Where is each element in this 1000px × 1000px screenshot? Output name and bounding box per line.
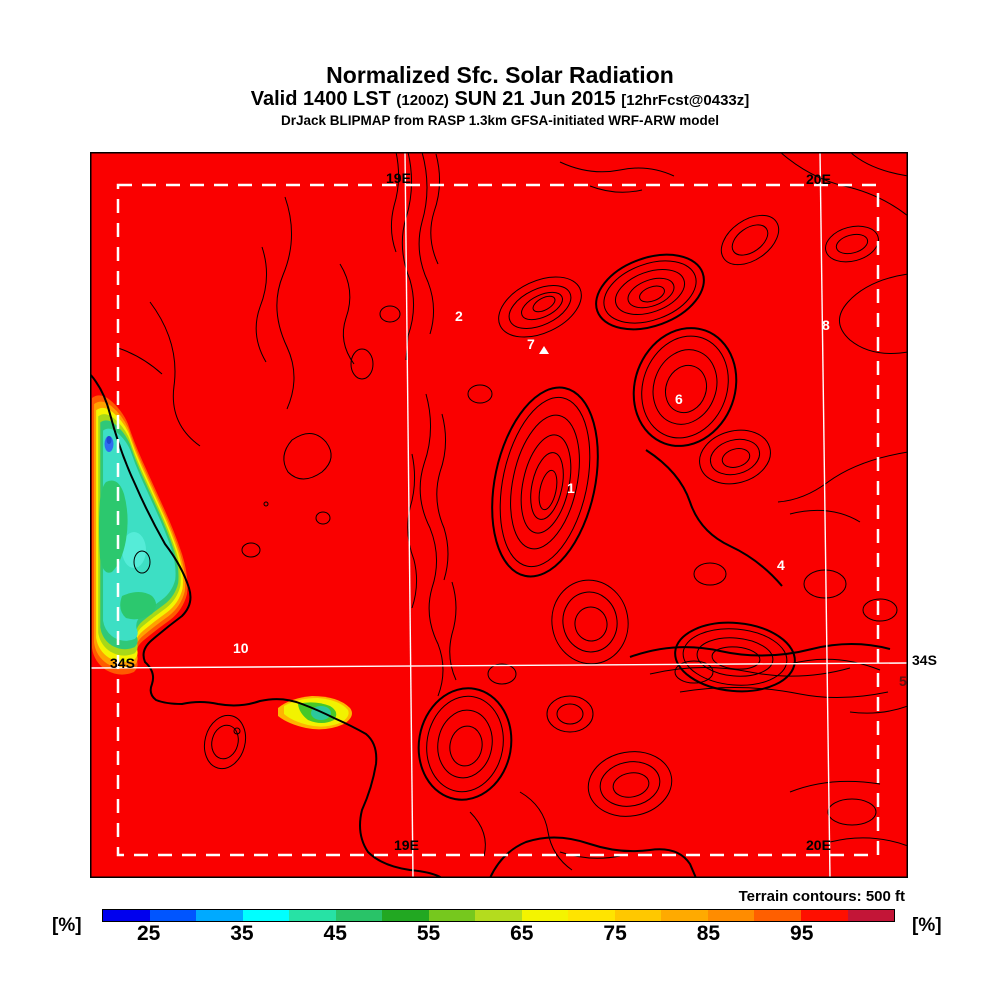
terrain-contours <box>117 152 908 871</box>
forecast-offset-label: [12hrFcst@0433z] <box>621 92 750 110</box>
valid-date-label: SUN 21 Jun 2015 <box>454 88 616 111</box>
colorbar-gradient <box>102 909 895 922</box>
latitude-gridline-34s <box>90 662 908 669</box>
colorbar-segment <box>149 910 197 921</box>
colorbar-unit-left: [%] <box>52 915 82 936</box>
colorbar-segment <box>289 910 336 921</box>
site-triangle-icon <box>539 346 549 354</box>
colorbar-segment <box>707 910 755 921</box>
colorbar-segment <box>335 910 383 921</box>
radiation-field-svg <box>90 152 908 878</box>
site-marker-6: 6 <box>675 391 683 407</box>
terrain-contours-major <box>417 253 891 801</box>
colorbar-tick-label: 45 <box>323 922 347 945</box>
colorbar: [%] 25 35 45 55 65 75 85 95 [%] <box>0 906 1000 958</box>
terrain-footnote: Terrain contours: 500 ft <box>738 888 905 905</box>
colorbar-tick-label: 65 <box>510 922 534 945</box>
grid-label-20e-bottom: 20E <box>806 837 831 853</box>
colorbar-segment <box>800 910 848 921</box>
map-canvas: 19E 20E 19E 20E 34S 2 7 8 6 1 4 10 5 <box>90 152 908 878</box>
site-marker-10: 10 <box>233 640 249 656</box>
colorbar-segment <box>103 910 150 921</box>
site-marker-7: 7 <box>527 336 535 352</box>
colorbar-tick-label: 25 <box>136 922 161 945</box>
colorbar-segment <box>475 910 522 921</box>
colorbar-segment <box>661 910 708 921</box>
colorbar-segment <box>242 910 290 921</box>
gridlines <box>90 152 908 878</box>
valid-time-label: Valid 1400 LST <box>250 88 391 111</box>
model-line: DrJack BLIPMAP from RASP 1.3km GFSA-init… <box>280 113 720 129</box>
colorbar-segment <box>754 910 801 921</box>
colorbar-segment <box>614 910 662 921</box>
domain-boundary-dashed <box>116 183 880 857</box>
colorbar-ticks: 25 35 45 55 65 75 85 95 <box>102 922 895 950</box>
site-marker-1: 1 <box>567 480 575 496</box>
map-border <box>90 152 908 878</box>
valid-line: Valid 1400 LST (1200Z) SUN 21 Jun 2015 [… <box>0 89 1000 110</box>
colorbar-segment <box>568 910 615 921</box>
valid-zulu-label: (1200Z) <box>396 92 449 110</box>
coastline <box>90 373 697 878</box>
grid-label-20e-top: 20E <box>806 171 831 187</box>
site-marker-8: 8 <box>822 317 830 333</box>
site-marker-2: 2 <box>455 308 463 324</box>
colorbar-segment <box>428 910 476 921</box>
colorbar-segment <box>382 910 429 921</box>
colorbar-tick-label: 35 <box>230 922 254 945</box>
colorbar-scale: 25 35 45 55 65 75 85 95 <box>102 909 895 950</box>
grid-label-34s-west: 34S <box>110 655 135 671</box>
colorbar-tick-label: 85 <box>696 922 721 945</box>
colorbar-tick-label: 75 <box>603 922 627 945</box>
page-title: Normalized Sfc. Solar Radiation <box>326 62 674 88</box>
colorbar-segment <box>196 910 243 921</box>
radiation-field <box>90 152 908 878</box>
site-marker-4: 4 <box>777 557 785 573</box>
longitude-gridline-19e <box>404 152 414 878</box>
grid-label-34s-east: 34S <box>912 652 937 668</box>
site-marker-5: 5 <box>899 673 907 689</box>
colorbar-unit-right: [%] <box>912 915 942 936</box>
colorbar-tick-label: 55 <box>416 922 441 945</box>
header: Normalized Sfc. Solar Radiation Valid 14… <box>0 62 1000 129</box>
colorbar-tick-label: 95 <box>790 922 814 945</box>
longitude-gridline-20e <box>819 152 831 878</box>
grid-label-19e-top: 19E <box>386 170 411 186</box>
grid-label-19e-bottom: 19E <box>394 837 419 853</box>
colorbar-segment <box>847 910 895 921</box>
colorbar-segment <box>521 910 569 921</box>
